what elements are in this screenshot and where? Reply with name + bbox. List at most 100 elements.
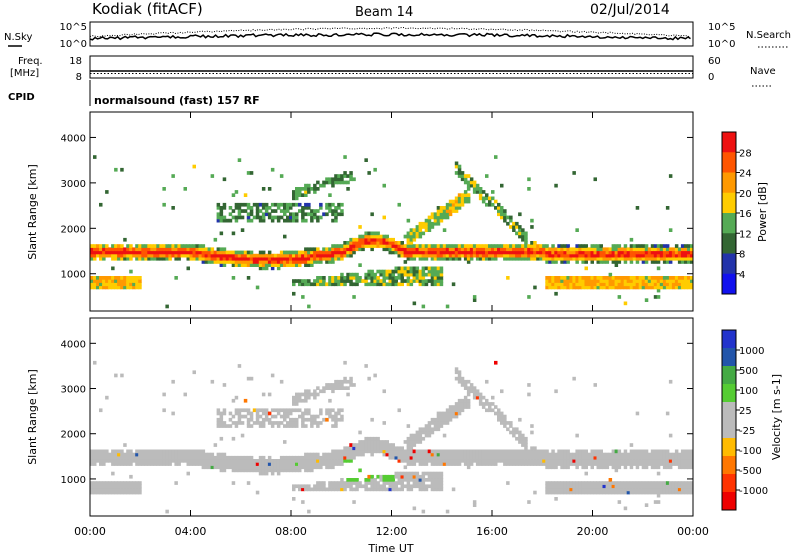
power-cell bbox=[457, 253, 462, 258]
velocity-cell bbox=[240, 414, 245, 419]
velocity-cell bbox=[322, 484, 326, 489]
velocity-cell bbox=[355, 487, 359, 492]
y-tick-label: 3000 bbox=[61, 385, 86, 396]
power-cell bbox=[457, 174, 462, 178]
power-cell bbox=[472, 295, 477, 299]
power-cell bbox=[171, 206, 175, 210]
velocity-cell bbox=[632, 484, 637, 489]
power-cell bbox=[156, 253, 160, 258]
power-cell bbox=[515, 250, 519, 255]
power-cell bbox=[623, 285, 628, 290]
power-cell bbox=[183, 253, 187, 258]
power-cell bbox=[584, 244, 588, 248]
velocity-cell bbox=[424, 471, 429, 476]
power-cell bbox=[249, 212, 254, 217]
velocity-cell bbox=[563, 449, 567, 454]
power-cell bbox=[346, 253, 350, 258]
velocity-cell bbox=[138, 459, 142, 463]
power-cell bbox=[617, 282, 622, 287]
power-cell bbox=[397, 253, 401, 258]
velocity-cell bbox=[255, 462, 260, 466]
power-cell bbox=[219, 256, 224, 261]
power-cell bbox=[551, 282, 555, 287]
power-cell bbox=[527, 177, 531, 182]
velocity-cell bbox=[421, 484, 426, 489]
power-cell bbox=[445, 247, 450, 252]
power-cell bbox=[105, 285, 109, 290]
velocity-cell bbox=[376, 440, 380, 444]
velocity-cell bbox=[213, 459, 218, 463]
power-cell bbox=[394, 244, 398, 248]
power-cell bbox=[246, 206, 251, 210]
velocity-cell bbox=[463, 459, 468, 463]
velocity-cell bbox=[108, 452, 112, 457]
velocity-cell bbox=[614, 465, 619, 470]
velocity-cell bbox=[292, 497, 296, 501]
power-cell bbox=[406, 272, 411, 277]
velocity-cell bbox=[430, 417, 435, 422]
power-cell bbox=[225, 256, 230, 261]
power-cell bbox=[463, 199, 468, 204]
power-cell bbox=[96, 279, 100, 283]
velocity-cell bbox=[406, 440, 411, 444]
velocity-cell bbox=[174, 462, 178, 466]
velocity-cell bbox=[129, 481, 133, 485]
power-cell bbox=[349, 247, 353, 252]
velocity-cell bbox=[279, 459, 284, 463]
velocity-cell bbox=[668, 379, 673, 384]
velocity-cell bbox=[647, 481, 652, 485]
velocity-cell bbox=[93, 490, 97, 495]
power-cell bbox=[234, 256, 239, 261]
velocity-cell bbox=[491, 449, 495, 454]
power-cell bbox=[421, 253, 426, 258]
power-cell bbox=[671, 285, 676, 290]
velocity-cell bbox=[391, 474, 395, 479]
power-cell bbox=[524, 237, 528, 242]
power-cell bbox=[647, 285, 652, 290]
power-cell bbox=[656, 250, 661, 255]
velocity-cell bbox=[213, 462, 218, 466]
velocity-cell bbox=[424, 430, 429, 435]
power-cell bbox=[635, 282, 640, 287]
power-cell bbox=[466, 187, 471, 191]
velocity-cell bbox=[367, 443, 371, 447]
velocity-cell bbox=[319, 465, 323, 470]
power-cell bbox=[614, 260, 619, 264]
velocity-cell bbox=[485, 379, 489, 384]
power-cell bbox=[276, 256, 281, 261]
power-cell bbox=[442, 247, 447, 252]
velocity-cell bbox=[644, 487, 649, 492]
velocity-cell bbox=[656, 449, 661, 454]
velocity-cell bbox=[267, 455, 272, 460]
power-cell bbox=[554, 276, 558, 280]
power-cell bbox=[222, 260, 227, 264]
velocity-cell bbox=[379, 443, 383, 447]
freq-unit: [MHz] bbox=[10, 68, 39, 79]
power-cell bbox=[264, 253, 269, 258]
velocity-cell bbox=[427, 484, 432, 489]
power-cell bbox=[418, 272, 423, 277]
freq-tick-bottom: 8 bbox=[76, 72, 82, 83]
velocity-cell bbox=[340, 383, 344, 387]
power-cell bbox=[177, 247, 181, 252]
velocity-cell bbox=[608, 481, 613, 485]
power-cell bbox=[216, 215, 221, 220]
power-cell bbox=[270, 260, 275, 264]
power-cell bbox=[466, 244, 471, 248]
velocity-cell bbox=[222, 462, 227, 466]
power-cell bbox=[418, 244, 423, 248]
power-cell bbox=[641, 247, 646, 252]
power-cell bbox=[485, 247, 489, 252]
velocity-cell bbox=[343, 376, 347, 381]
power-cell bbox=[539, 253, 543, 258]
velocity-cell bbox=[328, 408, 332, 413]
power-cell bbox=[512, 253, 516, 258]
velocity-cell bbox=[192, 452, 196, 457]
power-cell bbox=[334, 215, 338, 220]
power-cell bbox=[424, 221, 429, 226]
velocity-cell bbox=[204, 462, 209, 466]
velocity-cell bbox=[515, 436, 519, 441]
power-cell bbox=[273, 253, 278, 258]
velocity-cell bbox=[448, 414, 453, 419]
velocity-cell bbox=[687, 465, 691, 470]
